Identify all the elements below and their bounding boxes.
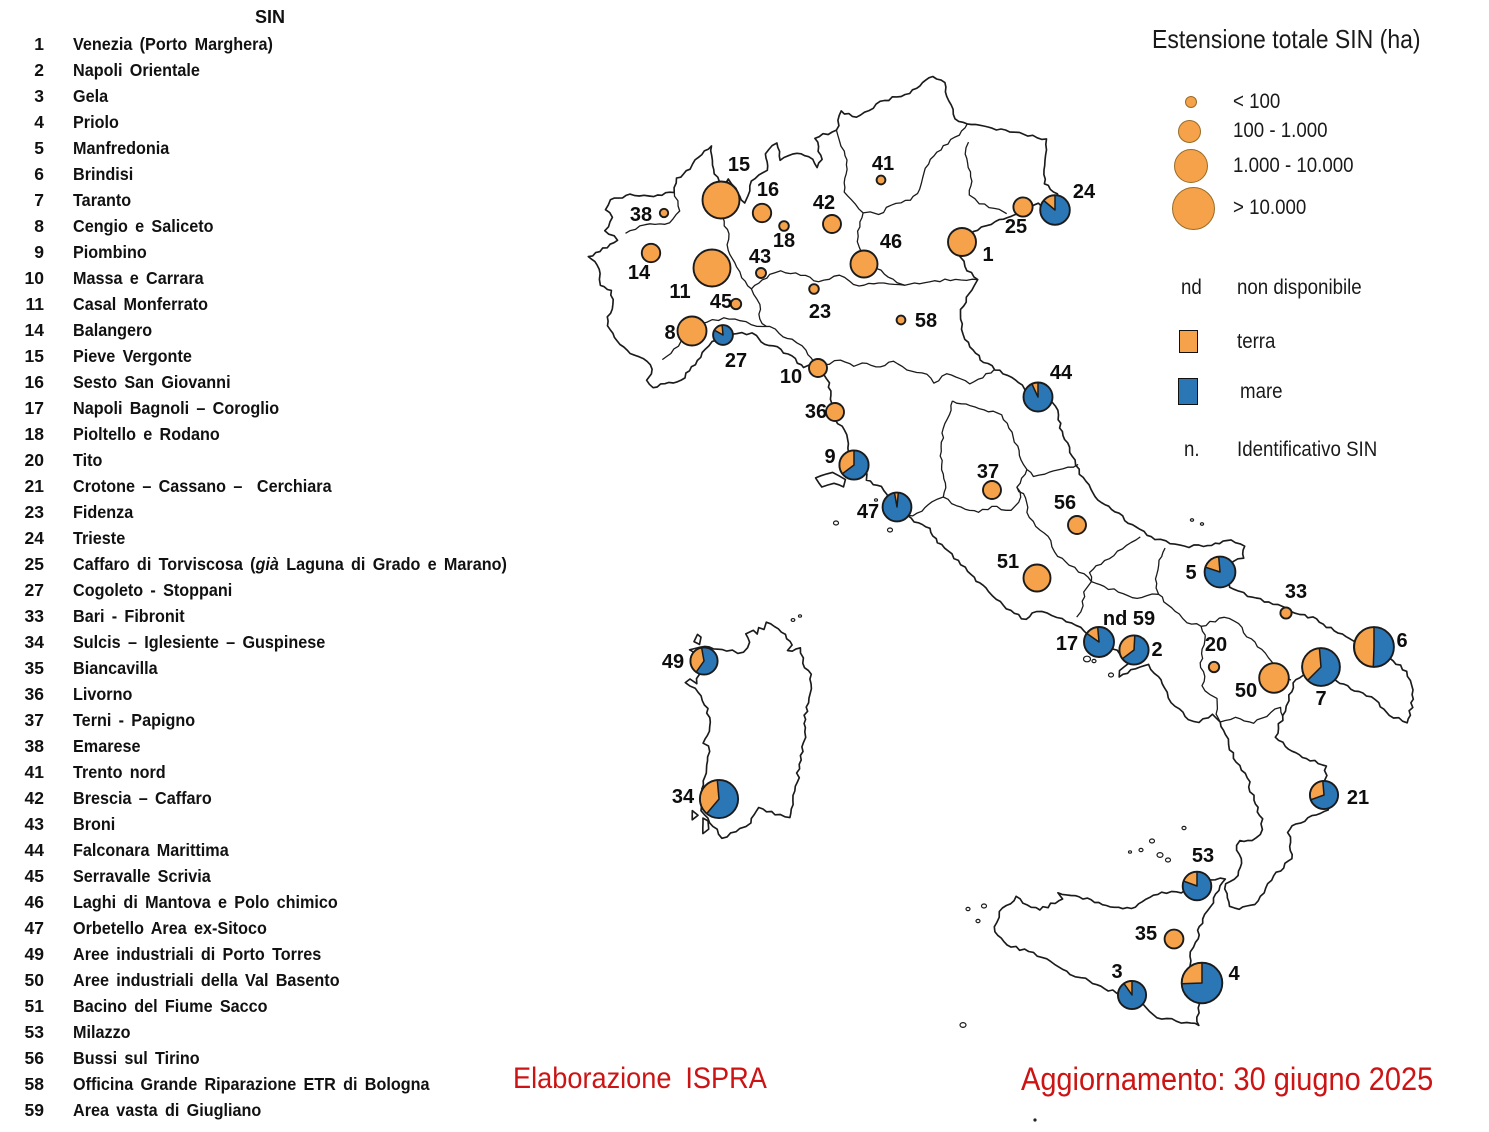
svg-text:35: 35 <box>1135 923 1157 945</box>
svg-text:42: 42 <box>813 192 835 214</box>
svg-text:20: 20 <box>1205 634 1227 656</box>
svg-text:4: 4 <box>1228 963 1240 985</box>
svg-text:51: 51 <box>997 551 1019 573</box>
svg-text:23: 23 <box>809 301 831 323</box>
svg-text:5: 5 <box>1185 562 1196 584</box>
svg-text:9: 9 <box>824 446 835 468</box>
svg-text:14: 14 <box>628 262 651 284</box>
svg-text:25: 25 <box>1005 216 1027 238</box>
svg-text:33: 33 <box>1285 581 1307 603</box>
svg-text:2: 2 <box>1151 639 1162 661</box>
svg-text:1: 1 <box>982 244 993 266</box>
svg-text:46: 46 <box>880 231 902 253</box>
svg-text:47: 47 <box>857 501 879 523</box>
svg-text:56: 56 <box>1054 492 1076 514</box>
svg-text:38: 38 <box>630 204 652 226</box>
svg-text:50: 50 <box>1235 680 1257 702</box>
svg-text:49: 49 <box>662 651 684 673</box>
svg-text:36: 36 <box>805 401 827 423</box>
svg-text:37: 37 <box>977 461 999 483</box>
svg-text:8: 8 <box>664 322 675 344</box>
svg-text:3: 3 <box>1111 961 1122 983</box>
svg-text:11: 11 <box>669 281 690 303</box>
svg-text:7: 7 <box>1315 688 1326 710</box>
svg-text:45: 45 <box>710 291 732 313</box>
svg-text:nd 59: nd 59 <box>1103 608 1155 630</box>
svg-text:27: 27 <box>725 350 747 372</box>
svg-text:17: 17 <box>1056 633 1078 655</box>
svg-text:44: 44 <box>1050 362 1073 384</box>
svg-text:41: 41 <box>872 153 894 175</box>
svg-text:16: 16 <box>757 179 779 201</box>
svg-text:43: 43 <box>749 246 771 268</box>
svg-text:21: 21 <box>1347 787 1369 809</box>
svg-text:18: 18 <box>773 230 795 252</box>
svg-text:24: 24 <box>1073 181 1096 203</box>
svg-text:10: 10 <box>780 366 802 388</box>
svg-text:53: 53 <box>1192 845 1214 867</box>
svg-text:6: 6 <box>1396 630 1407 652</box>
svg-text:15: 15 <box>728 154 750 176</box>
svg-text:58: 58 <box>915 310 937 332</box>
svg-text:34: 34 <box>672 786 695 808</box>
